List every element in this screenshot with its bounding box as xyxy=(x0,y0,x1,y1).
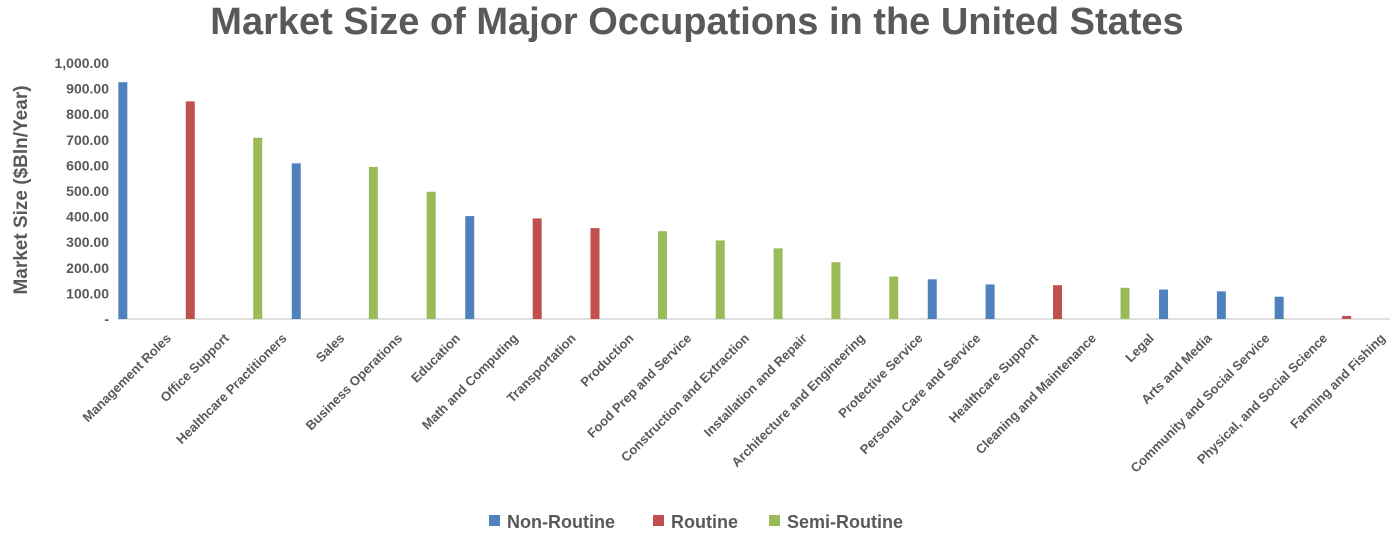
x-tick-label: Production xyxy=(577,330,636,389)
bar-non-routine xyxy=(927,279,937,319)
bar-semi-routine xyxy=(657,231,667,319)
x-tick-label: Food Prep and Service xyxy=(584,331,694,441)
x-tick-label: Education xyxy=(408,330,463,385)
legend: Non-Routine Routine Semi-Routine xyxy=(489,512,903,532)
legend-label: Non-Routine xyxy=(507,512,615,532)
x-tick-label: Personal Care and Service xyxy=(857,331,984,458)
y-tick-label: 300.00 xyxy=(66,234,109,250)
x-tick-label: Math and Computing xyxy=(419,330,521,432)
y-axis-label: Market Size ($Bln/Year) xyxy=(11,85,32,294)
bar-non-routine xyxy=(118,82,128,319)
x-tick-label: Management Roles xyxy=(80,331,174,425)
bar-non-routine xyxy=(1216,291,1226,319)
bar-non-routine xyxy=(985,284,995,319)
bar-semi-routine xyxy=(426,191,436,319)
x-tick-label: Installation and Repair xyxy=(701,331,810,440)
bars xyxy=(118,82,1352,320)
bar-semi-routine xyxy=(889,276,899,319)
bar-routine xyxy=(532,218,542,319)
legend-swatch xyxy=(489,515,500,526)
x-tick-label: Business Operations xyxy=(303,331,406,434)
bar-semi-routine xyxy=(253,137,263,319)
legend-label: Semi-Routine xyxy=(787,512,903,532)
bar-routine xyxy=(1342,315,1352,319)
bar-non-routine xyxy=(1159,289,1169,319)
x-tick-label: Legal xyxy=(1122,331,1157,366)
y-tick-label: 400.00 xyxy=(66,209,109,225)
y-axis-ticks: - 100.00 200.00 300.00 400.00 500.00 600.00 700… xyxy=(55,55,110,327)
y-tick-label: 800.00 xyxy=(66,106,109,122)
bar-non-routine xyxy=(291,163,301,319)
y-tick-label: - xyxy=(104,311,109,327)
bar-routine xyxy=(1053,285,1063,319)
x-tick-label: Cleaning and Maintenance xyxy=(972,331,1099,458)
x-tick-label: Farming and Fishing xyxy=(1287,330,1388,431)
bar-semi-routine xyxy=(1120,287,1130,319)
legend-label: Routine xyxy=(671,512,738,532)
y-tick-label: 500.00 xyxy=(66,183,109,199)
x-tick-label: Healthcare Practitioners xyxy=(173,331,289,447)
y-tick-label: 700.00 xyxy=(66,132,109,148)
bar-non-routine xyxy=(465,216,475,319)
legend-swatch xyxy=(769,515,780,526)
y-tick-label: 1,000.00 xyxy=(55,55,110,71)
bar-routine xyxy=(590,228,600,319)
bar-routine xyxy=(185,101,195,320)
x-tick-label: Sales xyxy=(313,331,348,366)
legend-swatch xyxy=(653,515,664,526)
bar-non-routine xyxy=(1274,296,1284,319)
chart-title: Market Size of Major Occupations in the … xyxy=(210,1,1183,43)
bar-semi-routine xyxy=(831,262,841,319)
bar-semi-routine xyxy=(368,166,378,319)
y-tick-label: 200.00 xyxy=(66,260,109,276)
y-tick-label: 100.00 xyxy=(66,285,109,301)
y-tick-label: 600.00 xyxy=(66,157,109,173)
y-tick-label: 900.00 xyxy=(66,81,109,97)
bar-semi-routine xyxy=(715,240,725,319)
bar-semi-routine xyxy=(773,248,783,319)
